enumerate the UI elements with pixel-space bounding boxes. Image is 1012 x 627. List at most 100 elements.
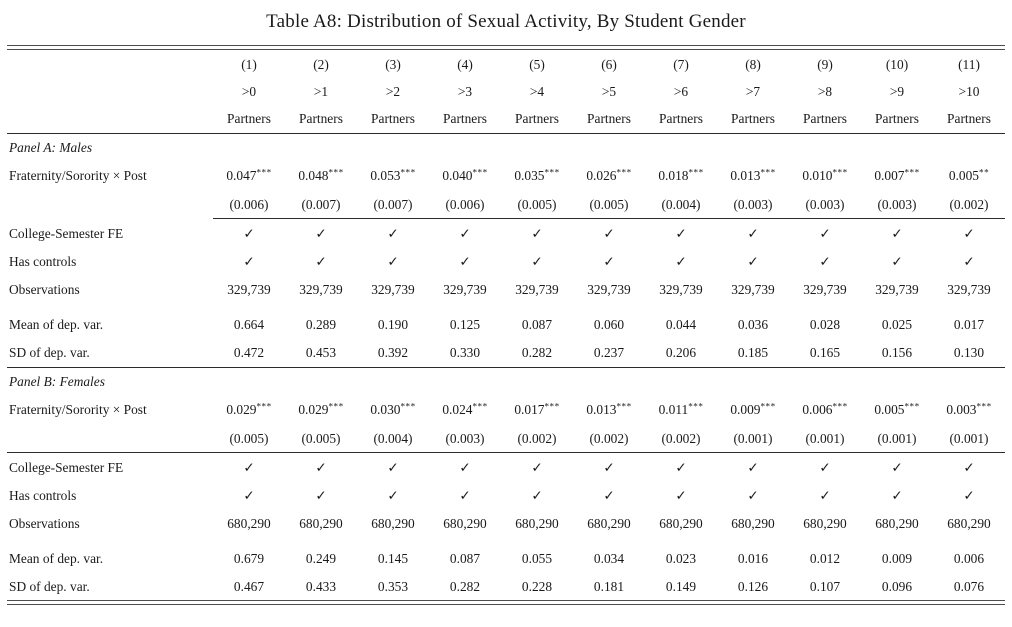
table-cell: ✓ xyxy=(387,225,399,241)
table-cell: 329,739 xyxy=(947,282,991,298)
significance-stars: *** xyxy=(472,401,488,412)
table-cell: (0.003) xyxy=(789,190,861,220)
row-label-observations: Observations xyxy=(9,516,80,532)
table-cell: 0.006*** xyxy=(802,401,848,418)
table-cell: ✓ xyxy=(243,459,255,475)
table-cell: >2 xyxy=(385,84,401,100)
table-cell: 0.028 xyxy=(809,316,841,332)
table-cell: 0.047*** xyxy=(226,167,272,184)
table-cell: ✓ xyxy=(675,253,687,269)
row-label-mean: Mean of dep. var. xyxy=(9,550,104,566)
table-cell: ✓ xyxy=(603,459,615,475)
table-cell: 0.206 xyxy=(645,338,717,368)
empty-cell xyxy=(7,78,213,105)
table-cell: 0.060 xyxy=(593,316,625,332)
table-cell: 0.392 xyxy=(357,338,429,368)
table-cell: 329,739 xyxy=(803,282,847,298)
row-units: Partners Partners Partners Partners Partners… xyxy=(7,105,1005,134)
table-cell: Partners xyxy=(429,105,501,134)
table-cell: (0.002) xyxy=(933,190,1005,220)
table-cell: 0.076 xyxy=(953,578,985,594)
table-cell: 680,290 xyxy=(443,516,487,532)
significance-stars: *** xyxy=(688,401,704,412)
table-cell: 0.025 xyxy=(881,316,913,332)
table-cell: (0.001) xyxy=(789,423,861,454)
significance-stars: *** xyxy=(400,167,416,178)
table-cell: ✓ xyxy=(675,459,687,475)
table-cell: (0.002) xyxy=(645,423,717,454)
significance-stars: *** xyxy=(832,401,848,412)
panel-label: Panel A: Males xyxy=(9,140,93,156)
table-cell: (0.001) xyxy=(861,423,933,454)
table-cell: ✓ xyxy=(459,487,471,503)
table-cell: 0.664 xyxy=(233,316,265,332)
table-cell: 0.165 xyxy=(789,338,861,368)
table-cell: 329,739 xyxy=(299,282,343,298)
table-cell: 680,290 xyxy=(875,516,919,532)
table-cell: (5) xyxy=(529,56,545,72)
row-panel-b-fe: College-Semester FE ✓ ✓ ✓ ✓ ✓ ✓ ✓ ✓ ✓ ✓ ✓ xyxy=(7,453,1005,482)
table-cell: 680,290 xyxy=(659,516,703,532)
table-cell: 0.030*** xyxy=(370,401,416,418)
significance-stars: *** xyxy=(976,401,992,412)
table-cell: >7 xyxy=(745,84,761,100)
row-label-interaction: Fraternity/Sorority × Post xyxy=(9,168,147,184)
row-label-mean: Mean of dep. var. xyxy=(9,316,104,332)
table-cell: 0.010*** xyxy=(802,167,848,184)
row-label-sd: SD of dep. var. xyxy=(7,338,213,368)
table-cell: 0.145 xyxy=(377,550,409,566)
table-cell: 329,739 xyxy=(443,282,487,298)
table-cell: Partners xyxy=(501,105,573,134)
table-cell: ✓ xyxy=(747,487,759,503)
table-cell: 0.282 xyxy=(501,338,573,368)
table-cell: 680,290 xyxy=(947,516,991,532)
table-cell: 329,739 xyxy=(227,282,271,298)
table-cell: (0.007) xyxy=(285,190,357,220)
table-cell: ✓ xyxy=(315,253,327,269)
table-cell: 0.055 xyxy=(521,550,553,566)
table-cell: ✓ xyxy=(315,225,327,241)
table-cell: 0.096 xyxy=(881,578,913,594)
row-label-controls: Has controls xyxy=(9,253,77,269)
table-cell: Partners xyxy=(933,105,1005,134)
top-double-rule xyxy=(7,45,1005,50)
table-cell: 0.011*** xyxy=(658,401,704,418)
table-cell: >8 xyxy=(817,84,833,100)
table-cell: 0.087 xyxy=(449,550,481,566)
table-cell: 0.003*** xyxy=(946,401,992,418)
table-cell: ✓ xyxy=(243,225,255,241)
significance-stars: *** xyxy=(616,401,632,412)
table-cell: ✓ xyxy=(891,253,903,269)
table-cell: 329,739 xyxy=(875,282,919,298)
table-cell: 0.044 xyxy=(665,316,697,332)
table-cell: 0.018*** xyxy=(658,167,704,184)
table-cell: (10) xyxy=(885,56,909,72)
table-cell: 680,290 xyxy=(299,516,343,532)
empty-cell xyxy=(7,105,213,134)
table-cell: (0.001) xyxy=(933,423,1005,454)
table-cell: 0.237 xyxy=(573,338,645,368)
table-cell: 0.467 xyxy=(233,578,265,594)
table-cell: 0.029*** xyxy=(298,401,344,418)
table-cell: (0.007) xyxy=(357,190,429,220)
empty-cell xyxy=(7,423,213,454)
table-cell: ✓ xyxy=(603,253,615,269)
table-cell: 0.017 xyxy=(953,316,985,332)
table-cell: 0.130 xyxy=(933,338,1005,368)
row-label-sd: SD of dep. var. xyxy=(9,578,90,594)
significance-stars: *** xyxy=(616,167,632,178)
table-cell: (0.004) xyxy=(357,423,429,454)
table-cell: ✓ xyxy=(891,225,903,241)
significance-stars: *** xyxy=(832,167,848,178)
table-cell: (0.002) xyxy=(501,423,573,454)
table-title: Table A8: Distribution of Sexual Activit… xyxy=(266,11,746,32)
table-cell: 0.016 xyxy=(737,550,769,566)
row-panel-b-coefficient: Fraternity/Sorority × Post 0.029*** 0.029… xyxy=(7,396,1005,424)
table-cell: >5 xyxy=(601,84,617,100)
table-cell: ✓ xyxy=(243,253,255,269)
table-cell: (7) xyxy=(673,56,689,72)
table-cell: 0.433 xyxy=(305,578,337,594)
table-cell: (0.005) xyxy=(285,423,357,454)
table-cell: (0.003) xyxy=(429,423,501,454)
table-cell: 0.036 xyxy=(737,316,769,332)
